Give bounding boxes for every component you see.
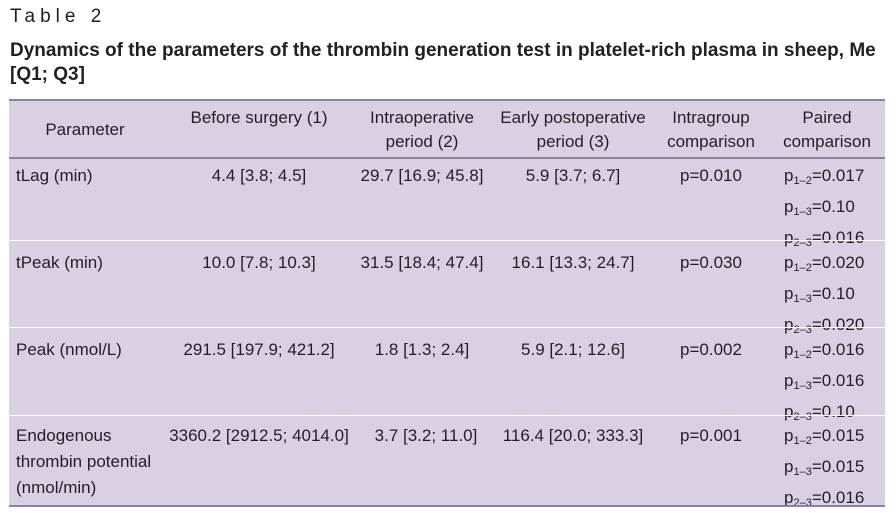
header-paired: Paired comparison [783, 108, 871, 151]
row-4-before: 3360.2 [2912.5; 4014.0] [169, 426, 349, 445]
row-2-parameter: tPeak (min) [16, 253, 103, 272]
row-3-intraop: 1.8 [1.3; 2.4] [374, 340, 470, 359]
row-2-paired: p1–2=0.020 p1–3=0.10 p2–3=0.020 [784, 250, 884, 343]
row-divider [9, 240, 885, 241]
row-divider [9, 327, 885, 328]
row-2-postop: 16.1 [13.3; 24.7] [511, 253, 635, 272]
header-before-surgery: Before surgery (1) [190, 108, 328, 127]
row-divider [9, 415, 885, 416]
paired-line: p1–3=0.016 [784, 371, 865, 392]
paired-line: p2–3=0.10 [784, 402, 855, 423]
row-1-paired: p1–2=0.017 p1–3=0.10 p2–3=0.016 [784, 163, 884, 256]
header-parameter: Parameter [45, 120, 125, 139]
row-4-intragroup: p=0.001 [680, 426, 742, 445]
paired-line: p2–3=0.016 [784, 488, 865, 509]
table-top-rule [9, 99, 885, 101]
row-3-paired: p1–2=0.016 p1–3=0.016 p2–3=0.10 [784, 337, 884, 430]
paired-line: p1–2=0.020 [784, 253, 865, 274]
row-1-postop: 5.9 [3.7; 6.7] [525, 166, 621, 185]
header-intragroup: Intragroup comparison [667, 108, 755, 151]
row-3-before: 291.5 [197.9; 421.2] [183, 340, 335, 359]
row-4-paired: p1–2=0.015 p1–3=0.015 p2–3=0.016 [784, 423, 884, 516]
row-1-parameter: tLag (min) [16, 166, 93, 185]
row-1-before: 4.4 [3.8; 4.5] [211, 166, 307, 185]
row-4-intraop: 3.7 [3.2; 11.0] [374, 426, 478, 445]
row-1-intragroup: p=0.010 [680, 166, 742, 185]
header-early-postoperative: Early postoperative period (3) [500, 108, 646, 151]
paired-line: p1–2=0.015 [784, 426, 865, 447]
row-2-before: 10.0 [7.8; 10.3] [202, 253, 316, 272]
header-intraoperative: Intraoperative period (2) [370, 108, 474, 151]
row-4-parameter: Endogenous thrombin potential (nmol/min) [16, 426, 152, 497]
paired-line: p1–2=0.017 [784, 166, 865, 187]
row-2-intraop: 31.5 [18.4; 47.4] [360, 253, 484, 272]
row-1-intraop: 29.7 [16.9; 45.8] [360, 166, 484, 185]
table-label: Table 2 [10, 6, 107, 27]
data-table: Parameter Before surgery (1) Intraoperat… [9, 99, 885, 509]
paired-line: p1–3=0.10 [784, 197, 855, 218]
row-4-postop: 116.4 [20.0; 333.3] [502, 426, 644, 445]
row-3-parameter: Peak (nmol/L) [16, 340, 122, 359]
row-2-intragroup: p=0.030 [680, 253, 742, 272]
paired-line: p1–2=0.016 [784, 340, 865, 361]
table-caption: Dynamics of the parameters of the thromb… [10, 40, 876, 85]
table-bottom-rule [9, 505, 885, 507]
row-3-postop: 5.9 [2.1; 12.6] [521, 340, 625, 359]
row-3-intragroup: p=0.002 [680, 340, 742, 359]
paired-line: p1–3=0.10 [784, 284, 855, 305]
header-bottom-rule [9, 157, 885, 159]
paired-line: p1–3=0.015 [784, 457, 865, 478]
